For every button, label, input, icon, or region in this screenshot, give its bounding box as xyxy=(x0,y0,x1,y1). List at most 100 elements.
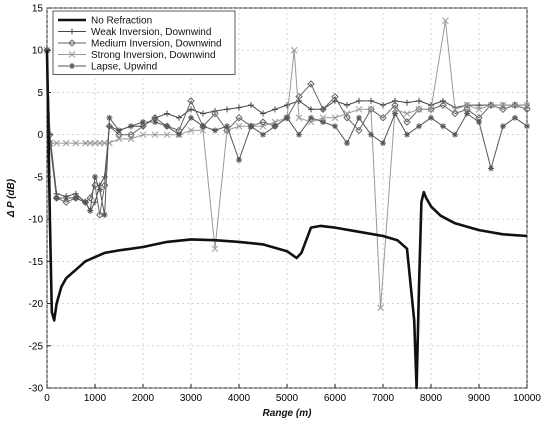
y-tick-label: 10 xyxy=(32,46,44,57)
data-point xyxy=(236,104,242,111)
legend-marker xyxy=(68,51,76,58)
series-line-weak-inversion-downwind xyxy=(46,50,527,212)
data-point xyxy=(499,101,507,109)
data-point xyxy=(236,157,242,163)
data-point xyxy=(187,127,195,134)
data-point xyxy=(272,106,278,113)
data-point xyxy=(464,110,470,117)
data-point xyxy=(164,123,170,130)
y-axis: 15 10 5 0 -5 -10 -15 -20 -25 -30 xyxy=(29,4,51,395)
data-point xyxy=(403,118,411,126)
x-tick-label: 4000 xyxy=(228,393,251,404)
x-tick-label: 0 xyxy=(44,393,50,404)
series-medium-inversion-downwind xyxy=(43,46,531,219)
legend-item-medium-inversion-downwind: Medium Inversion, Downwind xyxy=(58,39,222,50)
legend-marker xyxy=(68,39,76,47)
data-point xyxy=(511,101,519,109)
data-point xyxy=(523,101,531,109)
x-tick-label: 9000 xyxy=(468,393,491,404)
data-point xyxy=(260,131,266,138)
data-point xyxy=(235,114,243,122)
legend-marker xyxy=(69,63,75,69)
data-point xyxy=(259,118,267,126)
legend-label: Weak Inversion, Downwind xyxy=(91,27,211,38)
data-point xyxy=(91,181,99,190)
data-point xyxy=(101,139,108,147)
x-tick-label: 5000 xyxy=(276,393,299,404)
data-point xyxy=(116,127,122,134)
data-point xyxy=(62,198,70,206)
legend-marker xyxy=(69,28,75,35)
data-point xyxy=(271,118,279,126)
data-point xyxy=(105,122,114,130)
data-point xyxy=(224,123,230,130)
data-point xyxy=(272,123,278,130)
data-point xyxy=(128,123,134,130)
y-tick-label: -30 xyxy=(29,384,44,395)
y-axis-label: Δ P (dB) xyxy=(6,178,17,218)
data-point xyxy=(343,114,351,122)
legend-label: Lapse, Upwind xyxy=(91,62,157,73)
data-point xyxy=(63,195,70,201)
legend-item-lapse-upwind: Lapse, Upwind xyxy=(58,62,157,73)
y-tick-label: -5 xyxy=(34,172,43,183)
data-point xyxy=(427,105,435,114)
data-point xyxy=(260,110,266,117)
data-point xyxy=(440,97,446,104)
y-tick-label: 15 xyxy=(32,4,44,15)
data-point xyxy=(211,245,219,253)
data-point xyxy=(96,139,104,147)
x-tick-label: 8000 xyxy=(420,393,443,404)
data-point xyxy=(295,114,303,122)
data-point xyxy=(367,105,375,113)
data-point xyxy=(403,110,411,117)
data-point xyxy=(428,114,434,121)
data-point xyxy=(115,130,123,139)
data-point xyxy=(442,17,449,25)
y-tick-label: -25 xyxy=(29,341,44,352)
data-point xyxy=(379,114,387,122)
data-point xyxy=(415,105,423,114)
data-point xyxy=(164,110,170,117)
x-axis: 0 1000 2000 3000 4000 5000 6000 7000 8000 9000 100… xyxy=(44,384,541,404)
series-line-medium-inversion-downwind xyxy=(46,50,528,216)
legend-label: Medium Inversion, Downwind xyxy=(91,39,222,50)
y-tick-label: -20 xyxy=(29,299,44,310)
y-tick-label: -10 xyxy=(29,215,44,226)
data-point xyxy=(62,139,70,147)
data-point xyxy=(82,139,89,147)
data-point xyxy=(368,97,374,104)
data-point xyxy=(404,131,410,138)
data-point xyxy=(53,139,60,147)
data-point xyxy=(101,211,108,218)
data-point xyxy=(308,114,314,121)
data-point xyxy=(152,119,158,125)
data-point xyxy=(127,135,135,143)
data-point xyxy=(344,102,350,109)
data-point xyxy=(188,114,194,121)
data-point xyxy=(127,130,135,139)
data-point xyxy=(115,135,123,143)
data-point xyxy=(199,127,207,134)
data-point xyxy=(224,106,230,113)
y-tick-label: 0 xyxy=(37,130,43,141)
legend-item-weak-inversion-downwind: Weak Inversion, Downwind xyxy=(58,27,211,38)
y-tick-label: 5 xyxy=(37,88,43,99)
data-point xyxy=(139,131,147,139)
data-point xyxy=(451,109,459,118)
data-point xyxy=(355,105,363,113)
data-point xyxy=(377,304,384,312)
series-line-no-refraction xyxy=(45,50,528,390)
data-point xyxy=(151,131,159,139)
data-point xyxy=(488,165,494,172)
data-point xyxy=(91,139,99,147)
data-point xyxy=(476,119,482,125)
data-point xyxy=(187,97,195,105)
data-point xyxy=(440,123,446,130)
data-point xyxy=(499,105,507,114)
data-point xyxy=(163,131,171,139)
y-tick-label: -15 xyxy=(29,257,44,268)
data-point xyxy=(355,126,363,135)
data-point xyxy=(200,110,206,117)
